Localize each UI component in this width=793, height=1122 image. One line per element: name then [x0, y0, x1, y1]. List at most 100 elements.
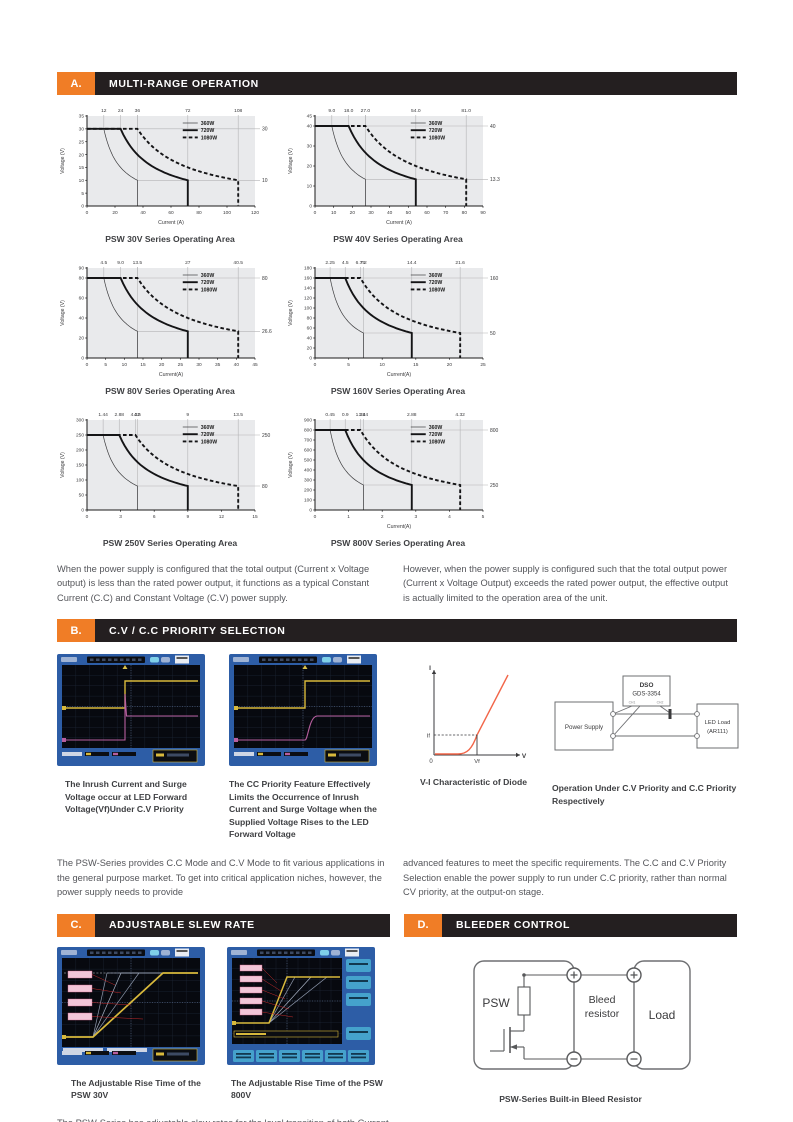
section-c-paragraph: The PSW-Series has adjustable slew rates… — [57, 1116, 390, 1122]
svg-text:60: 60 — [424, 210, 430, 216]
svg-text:GDS-3354: GDS-3354 — [632, 692, 661, 698]
svg-text:40: 40 — [490, 124, 496, 130]
svg-text:80: 80 — [79, 276, 85, 282]
svg-text:4.5: 4.5 — [134, 412, 141, 418]
figure-rise-time-800v: The Adjustable Rise Time of the PSW 800V — [227, 946, 385, 1102]
svg-text:27: 27 — [185, 260, 191, 266]
svg-text:0: 0 — [314, 210, 317, 216]
psw-160v-chart: 2.25 4.5 6.75 7.2 14.4 21.6 0 20 40 60 80 100 120 140… — [285, 256, 511, 384]
svg-text:0: 0 — [314, 514, 317, 520]
svg-text:45: 45 — [252, 362, 258, 368]
svg-text:Current (A): Current (A) — [158, 220, 184, 226]
diode-curve — [435, 674, 509, 755]
svg-text:150: 150 — [76, 463, 84, 469]
scope-svg-cc — [229, 654, 377, 767]
svg-text:200: 200 — [76, 448, 84, 454]
caption-bleed-resistor: PSW-Series Built-in Bleed Resistor — [499, 1093, 642, 1104]
svg-text:I: I — [429, 665, 431, 672]
svg-text:30: 30 — [262, 127, 268, 133]
svg-text:Voltage (V): Voltage (V) — [60, 300, 66, 326]
section-d: D. BLEEDER CONTROL PSW Bleed resistor Load … — [404, 913, 737, 1122]
svg-text:36: 36 — [135, 108, 141, 114]
svg-text:30: 30 — [307, 144, 313, 150]
current-trace — [64, 694, 198, 741]
svg-text:30: 30 — [196, 362, 202, 368]
svg-text:9: 9 — [186, 514, 189, 520]
svg-text:0.9: 0.9 — [342, 412, 349, 418]
svg-text:250: 250 — [76, 433, 84, 439]
section-b-figures: The Inrush Current and Surge Voltage occ… — [57, 654, 739, 840]
svg-text:12: 12 — [101, 108, 107, 114]
svg-text:120: 120 — [304, 296, 312, 302]
curve-360W — [87, 128, 138, 206]
curve-720W — [315, 125, 417, 206]
figure-inrush-cc: The CC Priority Feature Effectively Limi… — [229, 654, 378, 840]
section-c-figures: The Adjustable Rise Time of the PSW 30V … — [57, 946, 390, 1102]
svg-text:13.5: 13.5 — [133, 260, 143, 266]
svg-text:160: 160 — [304, 276, 312, 282]
curve-720W — [87, 127, 189, 206]
svg-text:10: 10 — [307, 184, 313, 190]
svg-text:360W: 360W — [201, 273, 215, 279]
chart-caption-psw-30v: PSW 30V Series Operating Area — [105, 234, 235, 244]
svg-text:100: 100 — [223, 210, 231, 216]
section-c-letter: C. — [57, 913, 95, 937]
section-a-header: A. MULTI-RANGE OPERATION — [57, 72, 737, 95]
svg-text:4.32: 4.32 — [455, 412, 465, 418]
svg-text:20: 20 — [159, 362, 165, 368]
svg-text:2: 2 — [381, 514, 384, 520]
chart-caption-psw-800v: PSW 800V Series Operating Area — [330, 538, 466, 548]
svg-text:Current (A): Current (A) — [386, 220, 412, 226]
curve-360W — [315, 125, 366, 206]
svg-text:Power Supply: Power Supply — [565, 724, 604, 731]
chart-cell-psw-800v: 0.45 0.9 1.35 1.44 2.88 4.32 0 100 200 300 400 500 6… — [285, 408, 511, 558]
svg-text:360W: 360W — [429, 425, 443, 431]
svg-text:300: 300 — [76, 418, 84, 424]
oscilloscope-screenshot-rise-800v — [227, 946, 385, 1065]
svg-text:20: 20 — [307, 346, 313, 352]
figure-operation-setup: Power Supply DSO GDS-3354 CH1 CH2 LED Load (AR… — [552, 672, 739, 807]
svg-text:720W: 720W — [429, 280, 443, 286]
svg-text:26.6: 26.6 — [262, 329, 272, 335]
chart-cell-psw-80v: 4.5 9.0 13.5 27 40.5 0 20 40 60 80 90 0 5 10 15 20 25 30 3… — [57, 256, 283, 406]
psw-80v-chart: 4.5 9.0 13.5 27 40.5 0 20 40 60 80 90 0 5 10 15 20 25 30 3… — [57, 256, 283, 384]
svg-text:4.5: 4.5 — [100, 260, 107, 266]
svg-text:100: 100 — [304, 306, 312, 312]
section-b-paragraph-right: advanced features to meet the specific r… — [403, 858, 727, 898]
caption-rise-time-800v: The Adjustable Rise Time of the PSW 800V — [231, 1077, 383, 1101]
svg-text:20: 20 — [79, 152, 85, 158]
svg-text:Bleed: Bleed — [589, 994, 616, 1006]
svg-text:If: If — [427, 734, 431, 740]
svg-text:13.3: 13.3 — [490, 177, 500, 183]
section-a-paragraph-right: However, when the power supply is config… — [403, 564, 728, 603]
svg-text:4.5: 4.5 — [342, 260, 349, 266]
svg-text:800: 800 — [304, 428, 312, 434]
svg-text:45: 45 — [307, 114, 313, 120]
section-c-header: C. ADJUSTABLE SLEW RATE — [57, 913, 390, 937]
vi-characteristic-diagram: I V 0 Vf If — [420, 660, 528, 770]
scope-svg-ramp30 — [57, 946, 205, 1065]
svg-text:50: 50 — [406, 210, 412, 216]
svg-text:DSO: DSO — [640, 682, 654, 689]
svg-text:1080W: 1080W — [201, 287, 218, 293]
svg-text:40: 40 — [140, 210, 146, 216]
svg-text:24: 24 — [118, 108, 124, 114]
svg-text:100: 100 — [76, 478, 84, 484]
curve-720W — [315, 429, 413, 511]
curve-360W — [315, 429, 364, 511]
svg-text:80: 80 — [262, 276, 268, 282]
svg-text:0: 0 — [86, 362, 89, 368]
svg-text:4: 4 — [448, 514, 451, 520]
svg-text:15: 15 — [140, 362, 146, 368]
section-d-title: BLEEDER CONTROL — [442, 913, 737, 937]
svg-text:80: 80 — [196, 210, 202, 216]
svg-text:200: 200 — [304, 488, 312, 494]
svg-text:25: 25 — [178, 362, 184, 368]
section-b-paragraph-left: The PSW-Series provides C.C Mode and C.V… — [57, 858, 385, 898]
svg-text:LED Load: LED Load — [705, 720, 731, 726]
svg-text:1080W: 1080W — [429, 287, 446, 293]
svg-text:1.35: 1.35 — [356, 412, 366, 418]
svg-text:9.0: 9.0 — [117, 260, 124, 266]
svg-text:0: 0 — [309, 204, 312, 210]
